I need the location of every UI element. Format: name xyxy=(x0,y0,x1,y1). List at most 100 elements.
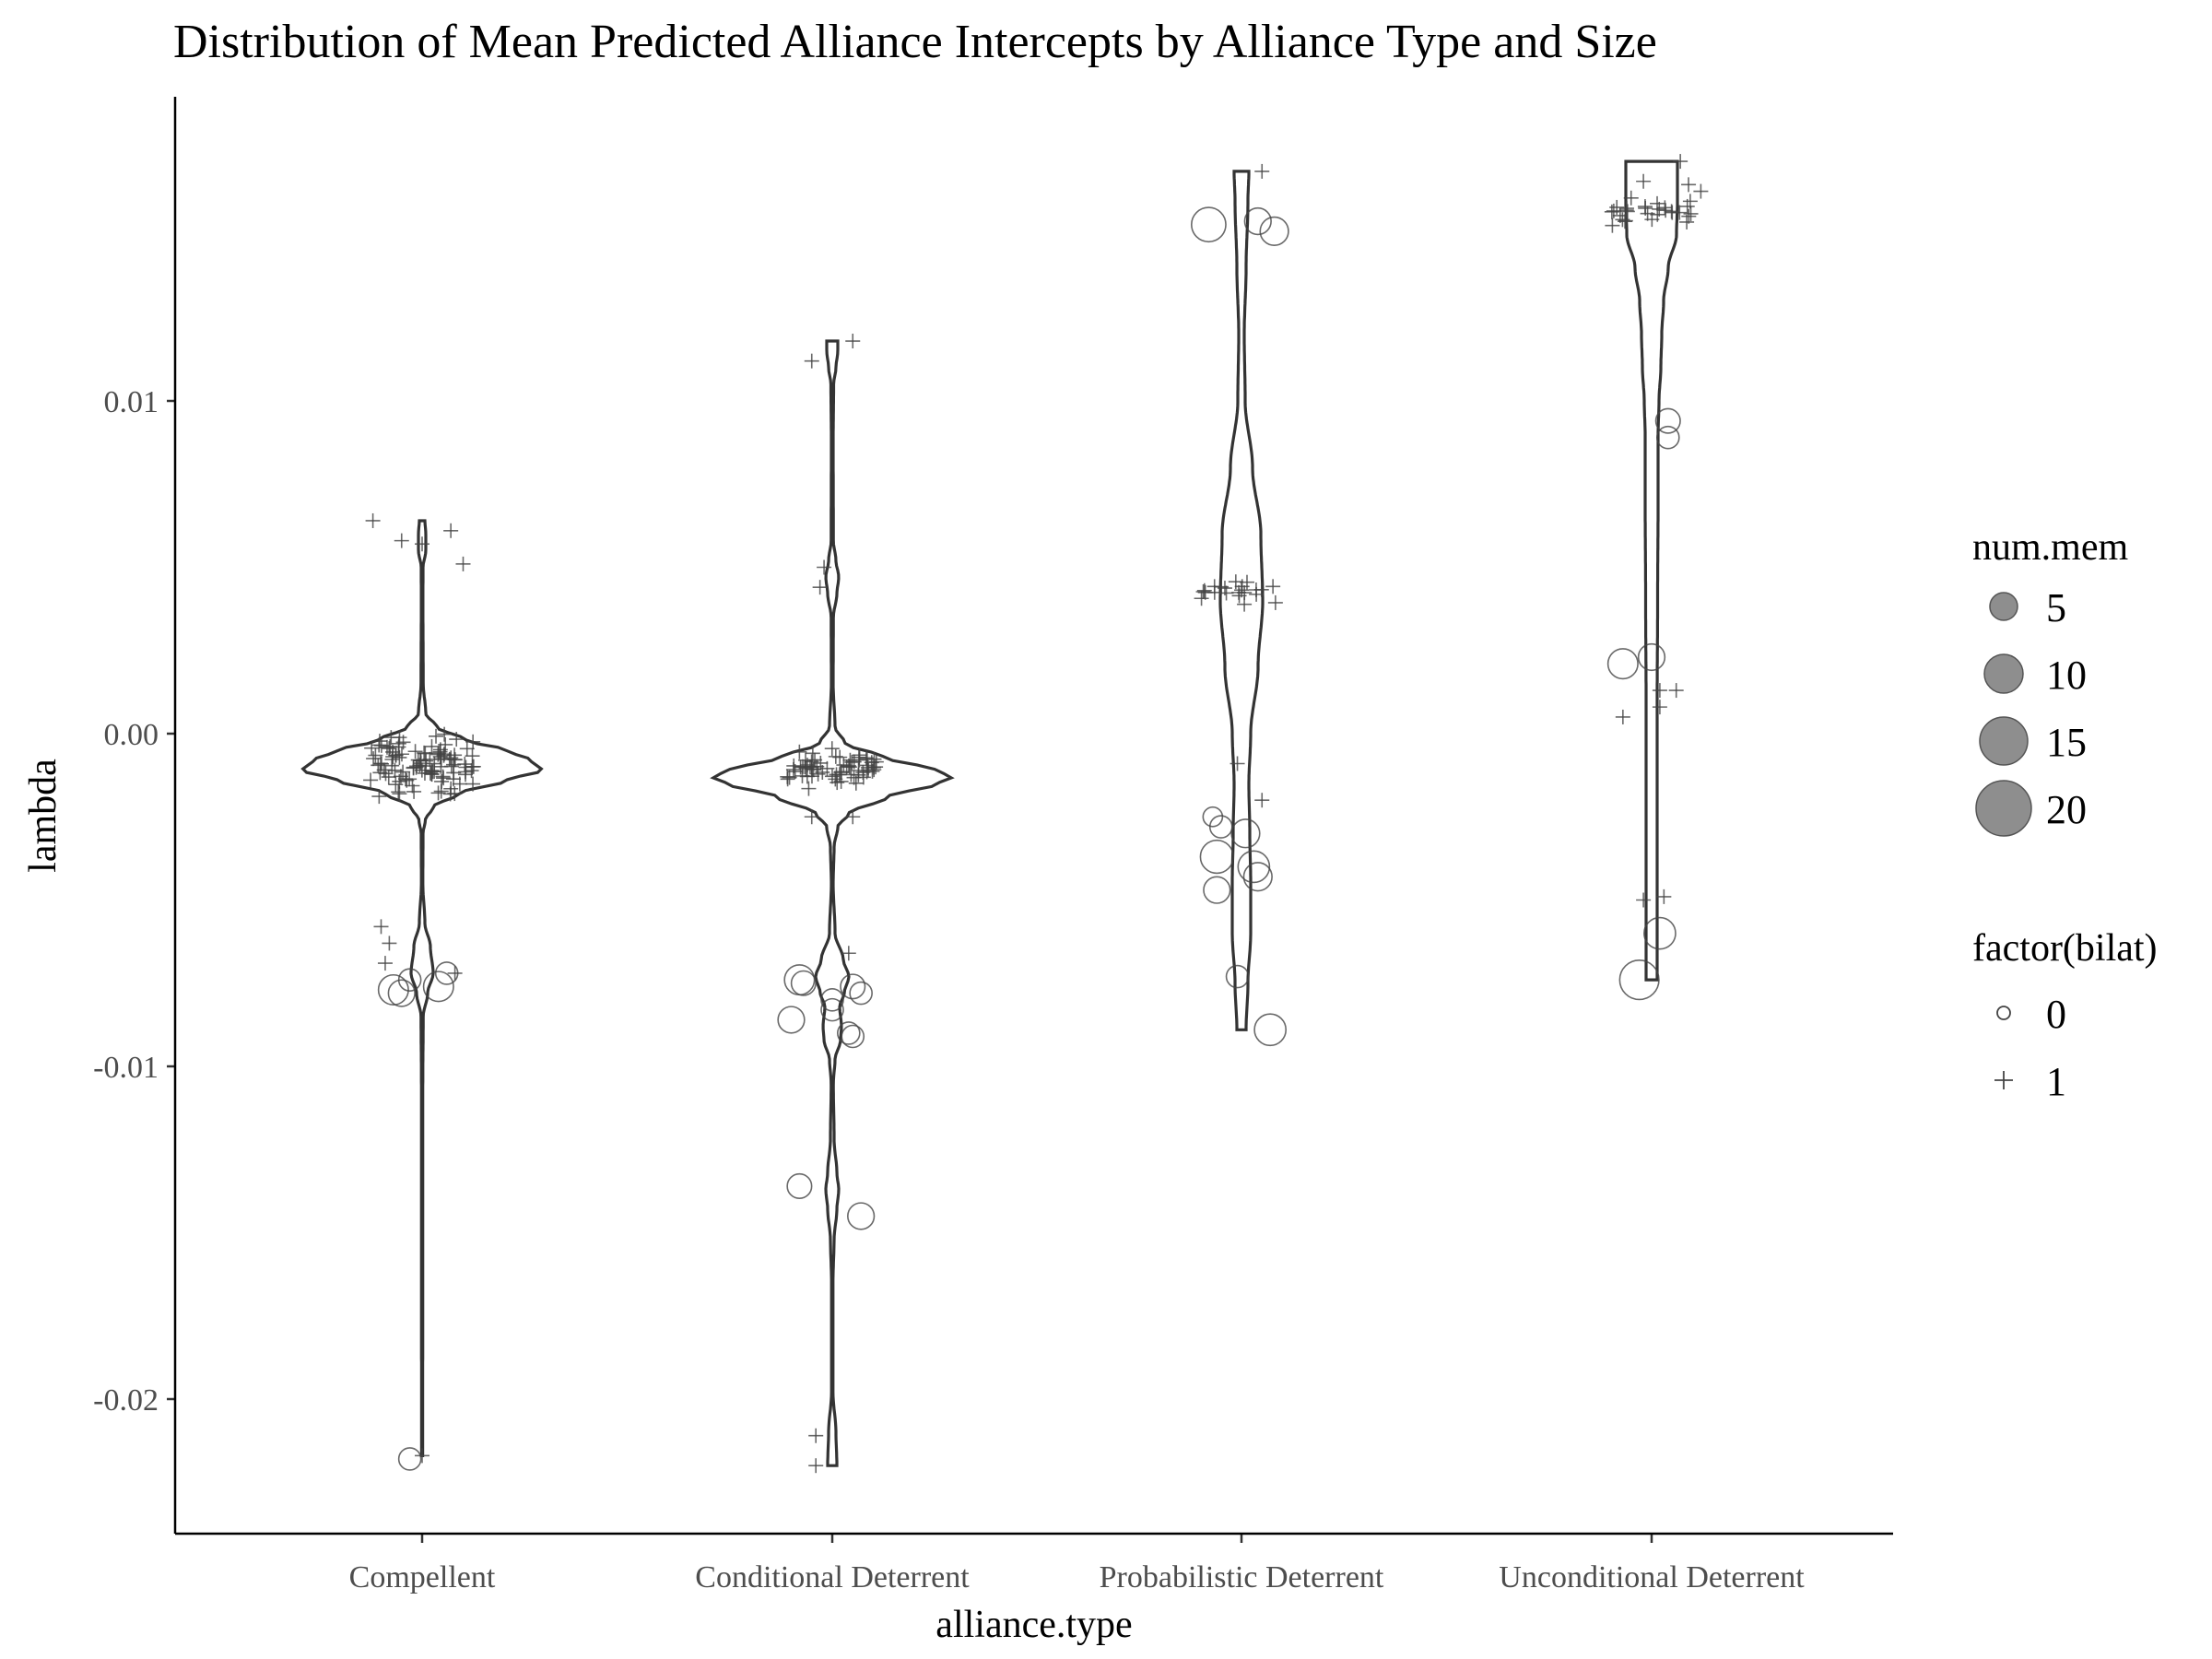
point-bilat-1 xyxy=(865,763,880,779)
legend-bilat-label: 0 xyxy=(2046,992,2066,1037)
point-bilat-1 xyxy=(406,783,422,799)
point-bilat-0 xyxy=(1655,425,1680,450)
point-bilat-1 xyxy=(1656,888,1672,904)
point-bilat-1 xyxy=(452,776,467,792)
point-bilat-1 xyxy=(436,747,452,763)
point-bilat-0 xyxy=(1253,1013,1288,1047)
point-bilat-1 xyxy=(1206,584,1222,600)
point-bilat-1 xyxy=(464,763,479,779)
point-bilat-1 xyxy=(1668,683,1684,699)
point-bilat-1 xyxy=(1650,195,1665,211)
point-bilat-1 xyxy=(841,758,856,773)
point-bilat-1 xyxy=(394,533,409,548)
point-bilat-1 xyxy=(376,762,392,778)
point-bilat-1 xyxy=(1254,163,1270,179)
point-bilat-1 xyxy=(1693,183,1709,199)
point-bilat-1 xyxy=(1615,709,1630,724)
point-bilat-0 xyxy=(820,997,844,1022)
point-bilat-0 xyxy=(422,971,454,1003)
point-bilat-1 xyxy=(382,935,397,951)
y-tick-label: -0.02 xyxy=(93,1383,159,1418)
point-bilat-1 xyxy=(1196,582,1212,598)
point-bilat-1 xyxy=(1681,177,1697,193)
legend: num.mem 5 10 15 20 factor(bilat) 0 1 xyxy=(1972,526,2158,1104)
x-tick-label: Compellent xyxy=(349,1560,496,1594)
point-bilat-0 xyxy=(1242,862,1273,892)
point-bilat-1 xyxy=(804,809,819,825)
point-bilat-1 xyxy=(377,956,393,971)
point-bilat-1 xyxy=(1637,199,1653,215)
point-bilat-1 xyxy=(1194,591,1209,606)
point-bilat-0 xyxy=(847,1202,876,1230)
point-bilat-1 xyxy=(813,755,829,771)
point-bilat-1 xyxy=(805,761,820,777)
point-bilat-1 xyxy=(841,946,856,961)
point-bilat-1 xyxy=(812,580,828,595)
point-bilat-1 xyxy=(1636,892,1652,908)
violin-unconditional-deterrent xyxy=(1624,159,1679,982)
point-bilat-1 xyxy=(366,751,382,767)
legend-bilat-label: 1 xyxy=(2046,1059,2066,1104)
point-bilat-1 xyxy=(792,744,807,759)
point-bilat-0 xyxy=(820,987,844,1012)
point-bilat-1 xyxy=(1623,190,1639,206)
y-axis-label: lambda xyxy=(22,759,65,873)
point-bilat-1 xyxy=(801,781,817,796)
point-bilat-1 xyxy=(364,740,380,756)
point-bilat-1 xyxy=(459,741,475,757)
point-bilat-1 xyxy=(858,750,874,766)
point-bilat-1 xyxy=(1217,581,1232,596)
point-bilat-1 xyxy=(392,786,407,802)
violin-probabilistic-deterrent xyxy=(1218,170,1265,1031)
point-bilat-0 xyxy=(434,961,459,985)
x-tick-label: Probabilistic Deterrent xyxy=(1100,1560,1384,1594)
point-bilat-1 xyxy=(1636,173,1652,189)
point-bilat-0 xyxy=(841,1024,865,1049)
point-bilat-1 xyxy=(1237,596,1253,612)
point-bilat-1 xyxy=(447,786,463,802)
point-bilat-1 xyxy=(845,334,861,349)
point-bilat-1 xyxy=(1619,204,1635,219)
point-bilat-1 xyxy=(1267,594,1283,610)
legend-title-factor-bilat: factor(bilat) xyxy=(1972,927,2158,970)
point-bilat-0 xyxy=(790,970,817,996)
point-bilat-0 xyxy=(1637,642,1666,672)
point-bilat-1 xyxy=(1605,218,1620,233)
point-bilat-0 xyxy=(1606,648,1639,680)
point-bilat-0 xyxy=(397,1447,422,1471)
point-bilat-1 xyxy=(388,747,404,763)
point-bilat-1 xyxy=(465,734,481,749)
point-bilat-0 xyxy=(377,973,409,1006)
point-bilat-1 xyxy=(435,769,451,784)
point-bilat-1 xyxy=(430,785,446,801)
point-bilat-1 xyxy=(371,789,387,805)
point-bilat-1 xyxy=(782,770,797,785)
point-bilat-1 xyxy=(443,759,459,774)
x-axis-label: alliance.type xyxy=(935,1604,1132,1646)
point-bilat-0 xyxy=(1208,815,1233,839)
point-bilat-1 xyxy=(859,751,875,767)
point-bilat-0 xyxy=(1237,850,1271,884)
point-bilat-1 xyxy=(365,512,381,528)
legend-open-circle-key xyxy=(1996,1006,2011,1020)
x-axis-ticks: Compellent Conditional Deterrent Probabili… xyxy=(349,1534,1805,1594)
legend-size-label: 10 xyxy=(2046,653,2087,698)
point-bilat-0 xyxy=(783,964,816,996)
point-bilat-0 xyxy=(836,1021,861,1045)
point-bilat-1 xyxy=(363,772,379,788)
point-bilat-0 xyxy=(840,973,866,1000)
point-bilat-1 xyxy=(815,764,830,780)
point-bilat-1 xyxy=(805,746,820,761)
point-bilat-1 xyxy=(1673,154,1688,170)
point-bilat-1 xyxy=(824,741,840,757)
point-bilat-1 xyxy=(1681,208,1697,224)
x-tick-label: Unconditional Deterrent xyxy=(1499,1560,1805,1594)
point-bilat-1 xyxy=(1265,579,1281,594)
point-bilat-0 xyxy=(786,1172,813,1199)
point-bilat-1 xyxy=(427,756,442,771)
point-bilat-1 xyxy=(808,1428,824,1443)
legend-title-num-mem: num.mem xyxy=(1972,526,2128,569)
y-tick-label: 0.01 xyxy=(104,385,159,419)
point-bilat-1 xyxy=(1682,194,1698,209)
